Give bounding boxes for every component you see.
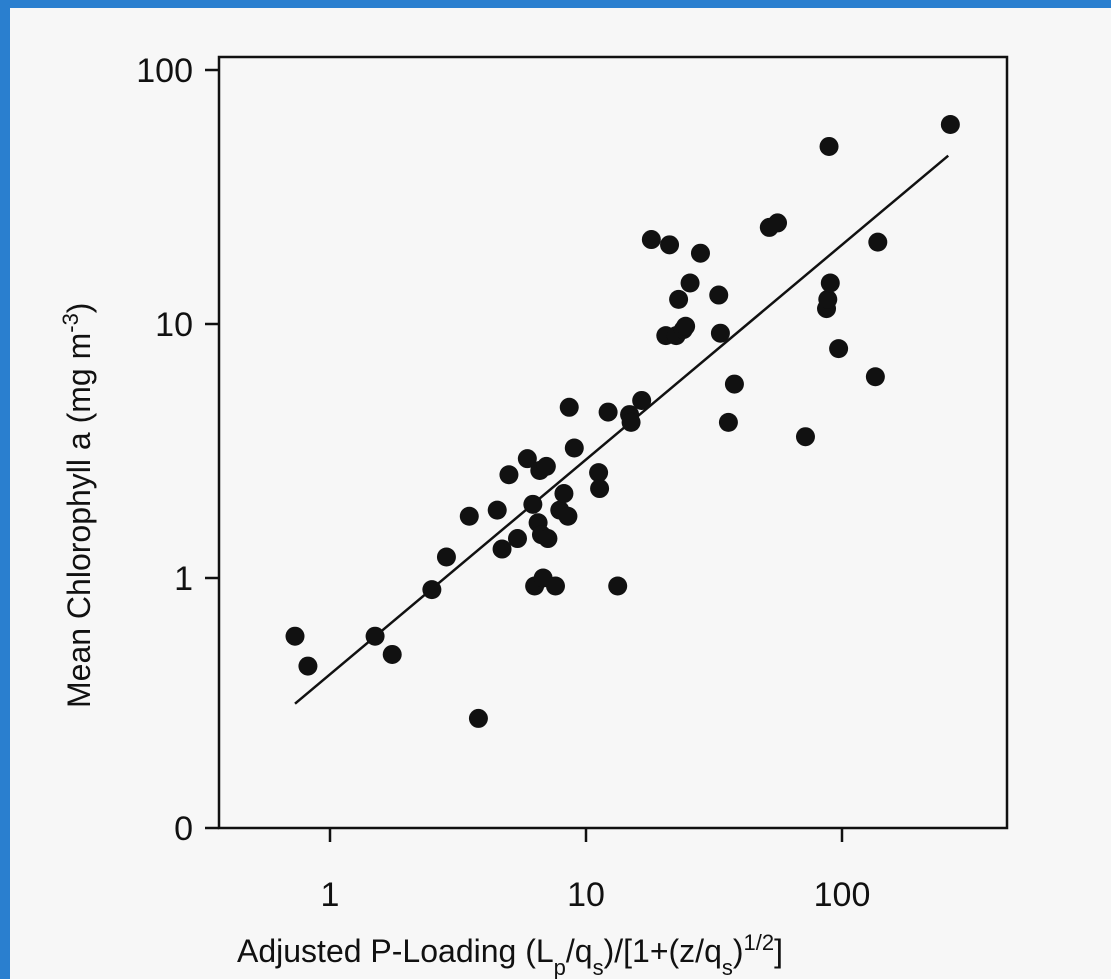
data-point xyxy=(818,289,838,309)
data-point xyxy=(621,412,641,432)
data-point xyxy=(523,494,543,514)
data-point xyxy=(499,465,519,485)
data-point xyxy=(382,644,402,664)
axis-title-part: p xyxy=(554,955,566,979)
data-point xyxy=(285,626,305,646)
data-point xyxy=(868,232,888,252)
data-point xyxy=(538,529,558,549)
y-tick-label: 10 xyxy=(155,306,193,344)
data-point xyxy=(589,463,609,483)
axis-title-part: /q xyxy=(566,933,593,969)
axis-title-part: Adjusted P-Loading (L xyxy=(237,933,554,969)
data-point xyxy=(690,243,710,263)
data-point xyxy=(940,115,960,135)
data-point xyxy=(298,656,318,676)
y-tick-label: 0 xyxy=(174,810,193,848)
data-point xyxy=(795,427,815,447)
data-point xyxy=(564,438,584,458)
data-point xyxy=(487,500,507,520)
data-point xyxy=(709,285,729,305)
axis-title-part: ] xyxy=(774,933,783,969)
data-point xyxy=(710,323,730,343)
data-point xyxy=(660,235,680,255)
axis-title-part: -3 xyxy=(58,313,83,333)
data-point xyxy=(545,576,565,596)
y-axis-title: Mean Chlorophyll a (mg m-3) xyxy=(58,303,98,708)
data-point xyxy=(422,580,442,600)
y-tick-label: 1 xyxy=(174,560,193,598)
data-point xyxy=(554,484,574,504)
regression-line xyxy=(294,154,950,705)
data-point xyxy=(536,456,556,476)
x-tick-label: 10 xyxy=(567,876,605,914)
data-point xyxy=(718,412,738,432)
data-point xyxy=(517,449,537,469)
ticks: 1 10 100 0 1 10 100 xyxy=(136,52,870,914)
data-point xyxy=(608,576,628,596)
data-point xyxy=(632,390,652,410)
figure-frame: 1 10 100 0 1 10 100 Adjusted P-Loading (Lp/qs)… xyxy=(10,8,1111,979)
data-point xyxy=(768,213,788,233)
data-point xyxy=(724,374,744,394)
data-point xyxy=(590,479,610,499)
x-tick-label: 100 xyxy=(814,876,871,914)
data-point xyxy=(680,273,700,293)
data-point xyxy=(820,273,840,293)
data-point xyxy=(641,230,661,250)
data-point xyxy=(819,136,839,156)
axis-title-part: )/[1+(z/q xyxy=(604,933,722,969)
x-tick-label: 1 xyxy=(321,876,340,914)
x-axis-title: Adjusted P-Loading (Lp/qs)/[1+(z/qs)1/2] xyxy=(237,930,783,979)
data-point xyxy=(507,529,527,549)
data-point xyxy=(829,339,849,359)
data-points xyxy=(285,115,960,728)
data-point xyxy=(676,316,696,336)
data-point xyxy=(669,289,689,309)
axis-title-part: s xyxy=(722,955,733,979)
y-tick-label: 100 xyxy=(136,52,193,90)
plot-area xyxy=(217,55,1009,830)
data-point xyxy=(865,367,885,387)
data-point xyxy=(365,626,385,646)
axis-title-part: ) xyxy=(61,303,97,314)
data-point xyxy=(598,402,618,422)
data-point xyxy=(559,397,579,417)
axis-title-part: 1/2 xyxy=(744,930,775,955)
data-point xyxy=(459,506,479,526)
axis-title-part: Mean Chlorophyll a (mg m xyxy=(61,333,97,708)
axis-title-part: ) xyxy=(733,933,744,969)
data-point xyxy=(468,708,488,728)
data-point xyxy=(558,506,578,526)
data-point xyxy=(492,539,512,559)
axis-title-part: s xyxy=(593,955,604,979)
data-point xyxy=(436,547,456,567)
